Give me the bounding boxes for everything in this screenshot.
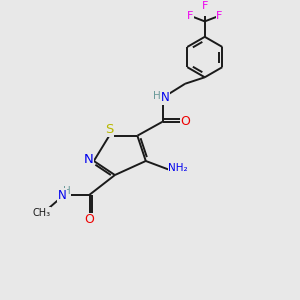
Text: F: F xyxy=(202,1,208,11)
Text: N: N xyxy=(84,153,94,166)
Text: NH₂: NH₂ xyxy=(168,163,188,173)
Text: N: N xyxy=(58,189,67,202)
Text: H: H xyxy=(153,92,160,101)
Text: F: F xyxy=(187,11,194,21)
Text: N: N xyxy=(161,91,170,104)
Text: S: S xyxy=(105,123,113,136)
Text: O: O xyxy=(85,214,94,226)
Text: F: F xyxy=(216,11,223,21)
Text: H: H xyxy=(63,186,70,196)
Text: CH₃: CH₃ xyxy=(33,208,51,218)
Text: O: O xyxy=(180,115,190,128)
